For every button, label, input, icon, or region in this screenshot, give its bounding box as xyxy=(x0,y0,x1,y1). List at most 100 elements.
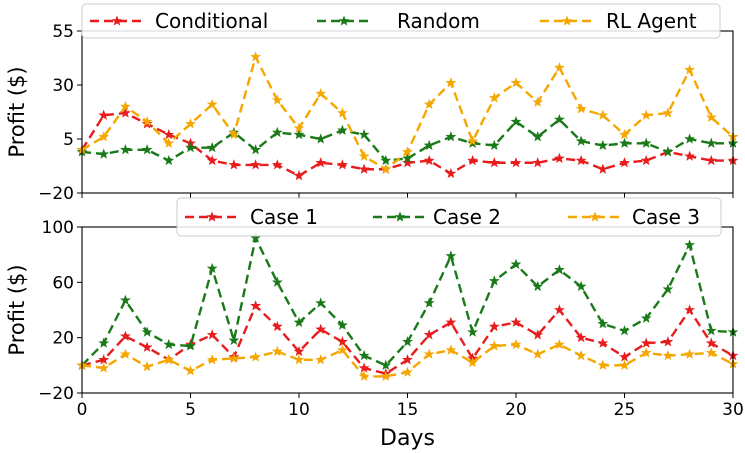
data-point xyxy=(510,338,522,350)
data-point xyxy=(597,163,609,174)
data-point xyxy=(640,137,652,148)
series-random xyxy=(76,113,739,166)
data-point xyxy=(467,135,478,146)
data-point xyxy=(575,154,587,166)
data-point xyxy=(662,349,674,361)
data-point xyxy=(488,139,500,151)
data-point xyxy=(510,116,522,127)
data-point xyxy=(402,354,413,365)
y-tick-label: 55 xyxy=(52,22,74,42)
legend-item: RL Agent xyxy=(540,9,697,33)
x-tick-label: 30 xyxy=(722,400,744,420)
y-axis-label: Profit ($) xyxy=(5,264,29,355)
data-point xyxy=(315,354,327,365)
data-point xyxy=(315,323,327,334)
data-point xyxy=(662,107,674,118)
data-point xyxy=(185,340,196,351)
legend-label: Random xyxy=(397,9,480,33)
data-point xyxy=(163,129,175,140)
legend-box xyxy=(81,3,721,39)
x-tick-label: 25 xyxy=(614,400,636,420)
data-point xyxy=(163,338,175,350)
data-point xyxy=(532,329,544,340)
data-point xyxy=(250,159,261,170)
x-axis-label: Days xyxy=(380,426,435,451)
data-point xyxy=(250,300,261,311)
data-point xyxy=(445,250,457,261)
data-point xyxy=(358,362,370,373)
data-point xyxy=(141,144,153,155)
data-point xyxy=(380,370,392,381)
data-point xyxy=(315,87,327,99)
data-point xyxy=(315,157,327,168)
data-point xyxy=(684,133,695,144)
data-point xyxy=(293,170,305,181)
data-point xyxy=(293,345,305,357)
data-point xyxy=(163,154,175,166)
series-case-2 xyxy=(76,232,739,370)
data-point xyxy=(575,103,587,114)
data-point xyxy=(445,131,457,142)
data-point xyxy=(228,159,240,170)
legend: Case 1 Case 2 Case 3 xyxy=(176,197,722,237)
series-line xyxy=(80,111,733,177)
legend-label: Case 1 xyxy=(250,205,318,229)
data-point xyxy=(337,344,348,355)
data-point xyxy=(554,113,565,125)
data-point xyxy=(488,92,500,103)
data-point xyxy=(402,146,413,157)
data-point xyxy=(271,126,283,138)
data-point xyxy=(640,337,652,348)
data-point xyxy=(120,144,131,155)
data-point xyxy=(271,94,283,105)
y-tick-label: 100 xyxy=(42,218,74,238)
data-point xyxy=(185,141,196,153)
data-point xyxy=(206,141,218,153)
legend-item: Case 1 xyxy=(185,205,318,229)
data-point xyxy=(120,100,131,112)
data-point xyxy=(293,354,305,365)
data-point xyxy=(619,157,630,168)
legend-label: Conditional xyxy=(155,9,268,33)
axes-frame xyxy=(81,30,734,194)
data-point xyxy=(120,348,131,359)
data-point xyxy=(597,139,609,151)
data-point xyxy=(467,154,478,166)
data-point xyxy=(445,344,457,355)
data-point xyxy=(206,98,218,110)
data-point xyxy=(597,109,609,120)
data-point xyxy=(337,107,348,118)
legend-item: Conditional xyxy=(90,9,268,33)
data-point xyxy=(684,348,695,359)
data-point xyxy=(423,297,435,308)
data-point xyxy=(597,359,609,370)
data-point xyxy=(597,337,609,348)
data-point xyxy=(358,129,370,140)
data-point xyxy=(684,64,695,75)
data-point xyxy=(271,345,283,357)
x-tick-label: 15 xyxy=(397,400,419,420)
data-point xyxy=(619,129,630,140)
legend-swatch-marker xyxy=(589,211,601,222)
data-point xyxy=(402,366,413,377)
data-point xyxy=(293,129,305,140)
legend-swatch-marker xyxy=(206,211,218,222)
x-tick-label: 5 xyxy=(185,400,196,420)
legend: Conditional Random RL Agent xyxy=(81,3,721,39)
data-point xyxy=(510,258,522,269)
data-point xyxy=(228,334,240,346)
x-tick-label: 20 xyxy=(505,400,527,420)
panel-2: −20 20 60 100 0 5 10 15 20 25 30 Profit ($) Days Case… xyxy=(5,197,744,451)
data-point xyxy=(554,338,565,350)
y-tick-label: −20 xyxy=(38,384,74,404)
data-point xyxy=(120,330,131,341)
data-point xyxy=(228,129,240,140)
y-tick-label: 20 xyxy=(52,329,74,349)
data-point xyxy=(488,320,500,332)
data-point xyxy=(684,239,695,250)
data-point xyxy=(206,354,218,365)
data-point xyxy=(423,154,435,166)
data-point xyxy=(358,349,370,361)
data-point xyxy=(163,137,175,148)
